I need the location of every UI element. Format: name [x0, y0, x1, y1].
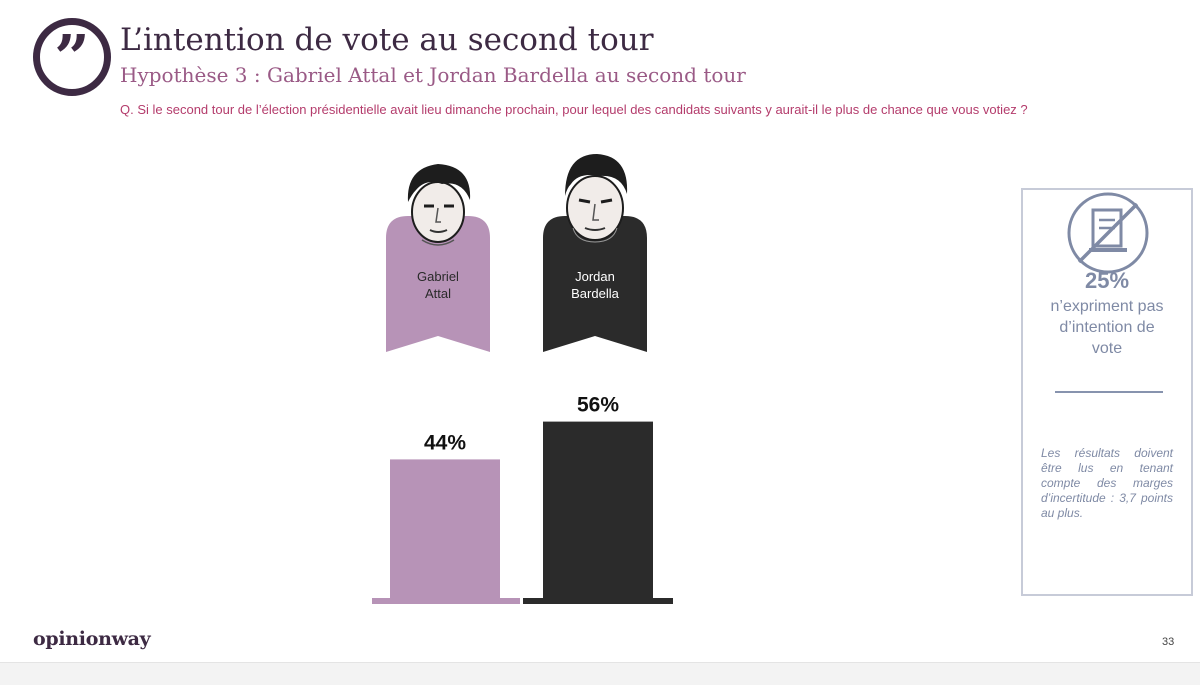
quote-icon: ”	[33, 18, 111, 96]
opinionway-logo: opinionway	[33, 628, 151, 650]
crossed-ballot-icon	[1067, 192, 1149, 274]
baseline-attal	[372, 598, 520, 604]
bottom-strip	[0, 662, 1200, 685]
page-number: 33	[1162, 636, 1175, 648]
data-label-bardella: 56%	[577, 394, 619, 417]
divider	[1055, 391, 1163, 393]
no-intention-percent: 25%	[1084, 268, 1130, 293]
page-title: L’intention de vote au second tour	[120, 22, 654, 58]
vote-bar-chart: 44% 56%	[372, 394, 673, 604]
candidate-name-attal: Gabriel Attal	[417, 269, 459, 301]
candidate-portrait-attal	[386, 164, 490, 352]
candidate-portrait-bardella	[543, 154, 647, 352]
candidate-name-bardella: Jordan Bardella	[571, 269, 619, 301]
baseline-bardella	[523, 598, 673, 604]
bar-attal	[390, 459, 500, 598]
survey-question: Q. Si le second tour de l’élection prési…	[120, 102, 1028, 117]
candidate-card-bardella: Jordan Bardella	[543, 150, 647, 352]
no-intention-text: n’expriment pas d’intention de vote	[1050, 298, 1164, 357]
bar-bardella	[543, 421, 653, 598]
page-subtitle: Hypothèse 3 : Gabriel Attal et Jordan Ba…	[120, 63, 746, 87]
margin-of-error-note: Les résultats doivent être lus en tenant…	[1041, 446, 1173, 520]
data-label-attal: 44%	[424, 431, 466, 454]
slide: ” L’intention de vote au second tour Hyp…	[33, 18, 1193, 650]
candidate-card-attal: Gabriel Attal	[386, 150, 490, 352]
no-intention-panel: 25% n’expriment pas d’intention de vote …	[1021, 188, 1193, 596]
